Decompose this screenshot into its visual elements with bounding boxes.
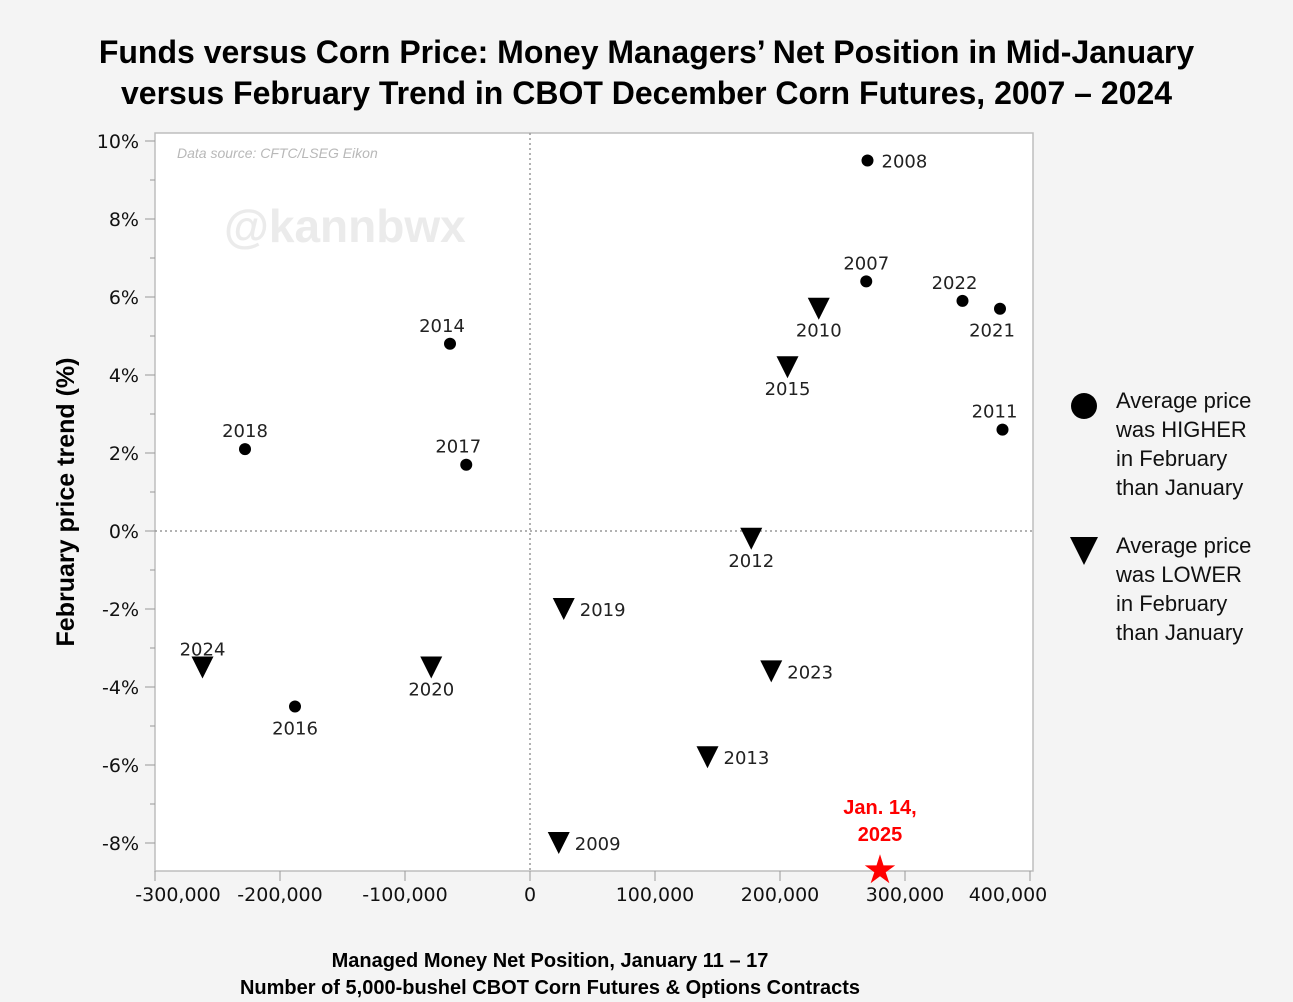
y-tick-label: 10% bbox=[97, 131, 139, 153]
chart-title: Funds versus Corn Price: Money Managers’… bbox=[0, 32, 1293, 114]
data-point-label: 2014 bbox=[419, 316, 465, 337]
circle-marker-icon bbox=[1071, 393, 1097, 419]
data-point-label: 2021 bbox=[969, 321, 1015, 342]
data-point-label: 2018 bbox=[222, 421, 268, 442]
data-point-label: 2024 bbox=[180, 640, 226, 661]
data-point-triangle bbox=[547, 832, 570, 854]
legend-text: in February bbox=[1116, 446, 1228, 471]
highlight-label: Jan. 14, bbox=[843, 797, 916, 819]
data-point-label: 2017 bbox=[435, 437, 481, 458]
title-line-1: Funds versus Corn Price: Money Managers’… bbox=[98, 34, 1195, 70]
source-note: Data source: CFTC/LSEG Eikon bbox=[177, 145, 378, 161]
y-tick-label: 8% bbox=[109, 209, 139, 231]
x-tick-label: 0 bbox=[524, 884, 536, 906]
data-point-circle bbox=[289, 700, 301, 713]
data-point-triangle bbox=[776, 356, 799, 379]
y-tick-label: 6% bbox=[109, 287, 139, 309]
data-point-circle bbox=[860, 275, 873, 288]
x-tick-label: -200,000 bbox=[237, 884, 322, 906]
star-marker-icon bbox=[864, 854, 896, 884]
y-tick-label: -4% bbox=[102, 677, 139, 699]
legend-text: than January bbox=[1116, 475, 1244, 500]
data-point-label: 2023 bbox=[787, 662, 833, 683]
x-tick-label: 100,000 bbox=[616, 884, 695, 906]
data-point-triangle bbox=[552, 598, 575, 620]
y-axis-title: February price trend (%) bbox=[52, 358, 80, 647]
x-axis-title-line-1: Managed Money Net Position, January 11 –… bbox=[331, 950, 769, 972]
data-point-circle bbox=[996, 423, 1009, 436]
legend-text: in February bbox=[1116, 591, 1228, 616]
y-tick-label: -6% bbox=[102, 755, 139, 777]
y-tick-label: 4% bbox=[109, 365, 139, 387]
y-tick-label: -8% bbox=[102, 833, 139, 855]
legend-text: Average price bbox=[1116, 388, 1252, 413]
data-point-label: 2009 bbox=[575, 834, 621, 855]
data-point-label: 2011 bbox=[972, 402, 1018, 423]
y-tick-label: 2% bbox=[109, 443, 139, 465]
data-point-label: 2015 bbox=[765, 379, 811, 400]
legend-text: was HIGHER bbox=[1116, 417, 1247, 442]
x-tick-label: -100,000 bbox=[362, 884, 447, 906]
y-tick-label: -2% bbox=[102, 599, 139, 621]
data-point-label: 2007 bbox=[843, 253, 889, 274]
legend-text: Average price bbox=[1116, 533, 1252, 558]
x-tick-label: 300,000 bbox=[866, 884, 945, 906]
data-point-circle bbox=[460, 458, 473, 471]
watermark: @kannbwx bbox=[224, 200, 466, 252]
x-axis-title: Managed Money Net Position, January 11 –… bbox=[0, 948, 1100, 1002]
data-point-label: 2013 bbox=[724, 748, 770, 769]
legend-text: was LOWER bbox=[1116, 562, 1242, 587]
legend-text: than January bbox=[1116, 620, 1244, 645]
data-point-triangle bbox=[760, 660, 783, 683]
highlight-label: 2025 bbox=[858, 824, 903, 846]
x-axis-title-line-2: Number of 5,000-bushel CBOT Corn Futures… bbox=[239, 977, 861, 999]
x-tick-label: 200,000 bbox=[741, 884, 820, 906]
data-point-circle bbox=[994, 302, 1006, 315]
data-point-label: 2020 bbox=[408, 680, 454, 701]
title-line-2: versus February Trend in CBOT December C… bbox=[120, 75, 1173, 111]
data-point-triangle bbox=[191, 656, 214, 679]
data-point-label: 2008 bbox=[882, 152, 928, 173]
data-point-label: 2010 bbox=[796, 321, 842, 342]
data-point-label: 2022 bbox=[932, 273, 978, 294]
data-point-circle bbox=[861, 154, 874, 167]
y-tick-label: 0% bbox=[109, 521, 139, 543]
data-point-triangle bbox=[696, 746, 719, 769]
data-point-label: 2012 bbox=[728, 551, 774, 572]
data-point-triangle bbox=[420, 656, 443, 679]
data-point-circle bbox=[444, 337, 456, 350]
triangle-down-marker-icon bbox=[1070, 537, 1098, 565]
data-point-triangle bbox=[807, 297, 830, 320]
data-point-circle bbox=[239, 443, 251, 456]
data-point-circle bbox=[956, 294, 969, 307]
data-point-triangle bbox=[740, 527, 763, 550]
plot-area bbox=[154, 132, 1034, 872]
data-point-label: 2016 bbox=[272, 719, 318, 740]
x-tick-label: -300,000 bbox=[135, 884, 220, 906]
data-point-label: 2019 bbox=[580, 600, 626, 621]
x-tick-label: 400,000 bbox=[969, 884, 1048, 906]
